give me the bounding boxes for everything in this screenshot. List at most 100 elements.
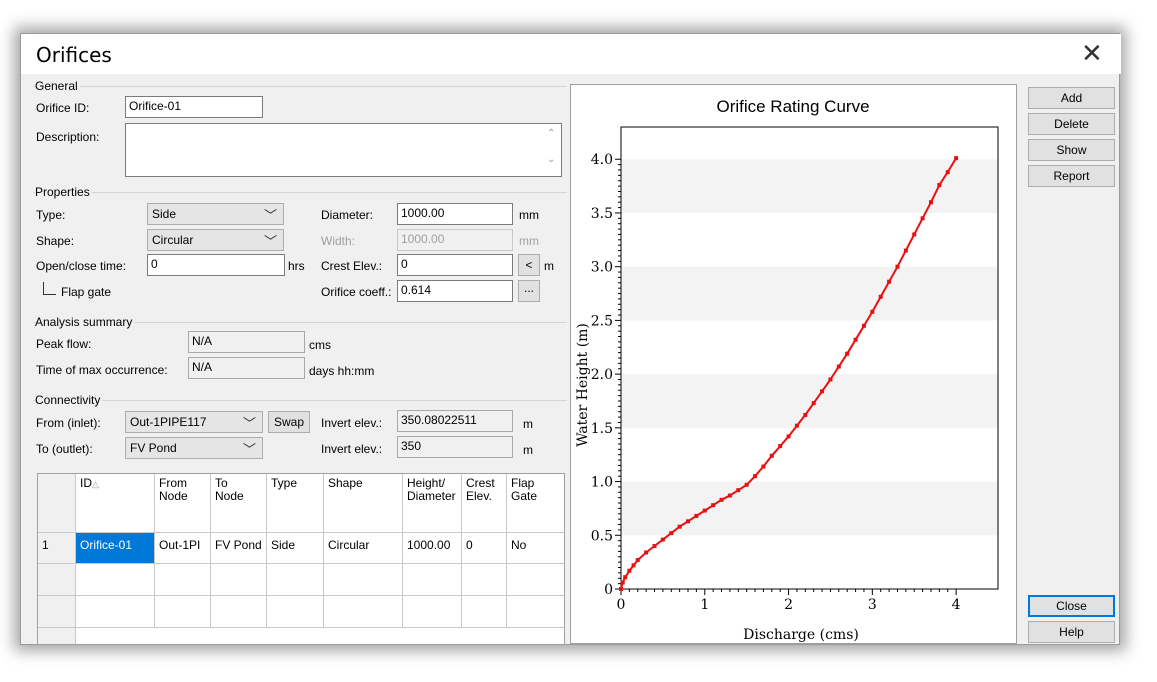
table-cell-empty[interactable] <box>462 596 507 628</box>
data-point <box>786 434 791 439</box>
type-select-value: Side <box>152 207 177 221</box>
table-cell-empty[interactable] <box>267 596 324 628</box>
description-input[interactable] <box>125 123 562 177</box>
table-cell-id[interactable]: Orifice-01 <box>76 533 155 564</box>
y-tick-label: 1.5 <box>591 421 613 437</box>
table-cell-height-diameter[interactable]: 1000.00 <box>403 533 462 564</box>
sort-icon: △ <box>92 479 99 489</box>
orifice-coeff-input[interactable]: 0.614 <box>397 280 513 302</box>
data-point <box>669 531 674 536</box>
table-header-shape[interactable]: Shape <box>324 474 403 533</box>
show-button[interactable]: Show <box>1028 139 1115 161</box>
table-row-empty[interactable] <box>38 628 76 644</box>
table-cell-empty[interactable] <box>507 564 564 596</box>
data-point <box>845 351 850 356</box>
table-header-type[interactable]: Type <box>267 474 324 533</box>
flap-gate-checkbox[interactable] <box>43 282 56 295</box>
shape-select[interactable]: Circular ﹀ <box>147 229 284 251</box>
chart-grid-bands <box>621 159 998 536</box>
table-cell-empty[interactable] <box>76 628 564 644</box>
table-cell-empty[interactable] <box>324 596 403 628</box>
from-inlet-select[interactable]: Out-1PIPE117 ﹀ <box>125 411 263 433</box>
shape-label: Shape: <box>36 234 75 248</box>
orifice-table[interactable]: ID△ From Node To Node Type Shape Height/… <box>37 473 565 645</box>
swap-button[interactable]: Swap <box>268 411 310 433</box>
table-cell-empty[interactable] <box>507 596 564 628</box>
help-button[interactable]: Help <box>1028 621 1115 643</box>
data-point <box>627 568 632 573</box>
time-max-value: N/A <box>188 357 305 379</box>
table-cell-empty[interactable] <box>211 596 267 628</box>
table-cell-from-node[interactable]: Out-1PI <box>155 533 211 564</box>
add-button[interactable]: Add <box>1028 87 1115 109</box>
table-cell-crest-elev[interactable]: 0 <box>462 533 507 564</box>
table-cell-type[interactable]: Side <box>267 533 324 564</box>
orifice-id-input[interactable]: Orifice-01 <box>125 96 263 118</box>
orifices-dialog: Orifices ✕ General Orifice ID: Orifice-0… <box>20 33 1121 645</box>
table-header-height-diameter[interactable]: Height/ Diameter <box>403 474 462 533</box>
data-point <box>644 550 649 555</box>
table-cell-flap-gate[interactable]: No <box>507 533 564 564</box>
analysis-group-label: Analysis summary <box>35 315 135 329</box>
invert-elev-label-2: Invert elev.: <box>321 442 383 456</box>
table-header-crest-elev[interactable]: Crest Elev. <box>462 474 507 533</box>
table-cell-shape[interactable]: Circular <box>324 533 403 564</box>
x-tick-label: 2 <box>784 597 793 613</box>
table-cell-empty[interactable] <box>155 596 211 628</box>
table-header-flap-gate[interactable]: Flap Gate <box>507 474 564 533</box>
close-button[interactable]: Close <box>1028 595 1115 617</box>
table-row-number[interactable]: 1 <box>38 533 76 564</box>
delete-button[interactable]: Delete <box>1028 113 1115 135</box>
description-scrollbar[interactable]: ⌃ ⌄ <box>544 124 561 176</box>
table-row-empty[interactable] <box>38 564 76 596</box>
type-select[interactable]: Side ﹀ <box>147 203 284 225</box>
connectivity-group <box>33 400 567 401</box>
close-icon[interactable]: ✕ <box>1081 39 1103 69</box>
crest-elev-button[interactable]: < <box>518 254 540 276</box>
diameter-input[interactable]: 1000.00 <box>397 203 513 225</box>
chevron-down-icon: ﹀ <box>263 234 277 249</box>
y-tick-label: 2.0 <box>591 367 613 383</box>
y-tick-label: 1.0 <box>591 475 613 491</box>
table-cell-empty[interactable] <box>211 564 267 596</box>
data-point <box>744 482 749 487</box>
data-point <box>803 412 808 417</box>
table-cell-empty[interactable] <box>267 564 324 596</box>
open-close-label: Open/close time: <box>36 259 127 273</box>
general-group <box>33 86 567 186</box>
table-cell-empty[interactable] <box>403 564 462 596</box>
data-point <box>861 323 866 328</box>
table-cell-empty[interactable] <box>76 596 155 628</box>
data-point <box>761 464 766 469</box>
y-axis-label: Water Height (m) <box>575 323 591 447</box>
table-cell-empty[interactable] <box>403 596 462 628</box>
crest-elev-unit: m <box>544 259 554 273</box>
data-point <box>694 513 699 518</box>
rating-curve-chart: Orifice Rating Curve Discharge (cms) Wat… <box>575 97 999 643</box>
table-cell-to-node[interactable]: FV Pond <box>211 533 267 564</box>
window-title: Orifices <box>36 43 112 67</box>
data-point <box>660 537 665 542</box>
table-header-from-node[interactable]: From Node <box>155 474 211 533</box>
scroll-down-icon[interactable]: ⌄ <box>547 154 556 165</box>
grid-band <box>621 159 998 213</box>
chevron-down-icon: ﹀ <box>263 208 277 223</box>
table-cell-empty[interactable] <box>76 564 155 596</box>
orifice-coeff-button[interactable]: ... <box>518 280 540 302</box>
table-header-to-node[interactable]: To Node <box>211 474 267 533</box>
table-cell-empty[interactable] <box>324 564 403 596</box>
to-outlet-select[interactable]: FV Pond ﹀ <box>125 437 263 459</box>
data-point <box>686 519 691 524</box>
scroll-up-icon[interactable]: ⌃ <box>547 128 556 139</box>
data-point <box>619 587 623 591</box>
table-header-id[interactable]: ID△ <box>76 474 155 533</box>
table-cell-empty[interactable] <box>462 564 507 596</box>
table-row-empty[interactable] <box>38 596 76 628</box>
peak-flow-label: Peak flow: <box>36 337 92 351</box>
report-button[interactable]: Report <box>1028 165 1115 187</box>
crest-elev-input[interactable]: 0 <box>397 254 513 276</box>
open-close-input[interactable]: 0 <box>147 254 285 276</box>
table-cell-empty[interactable] <box>155 564 211 596</box>
data-point <box>631 563 636 568</box>
y-tick-label: 0.5 <box>591 528 613 544</box>
